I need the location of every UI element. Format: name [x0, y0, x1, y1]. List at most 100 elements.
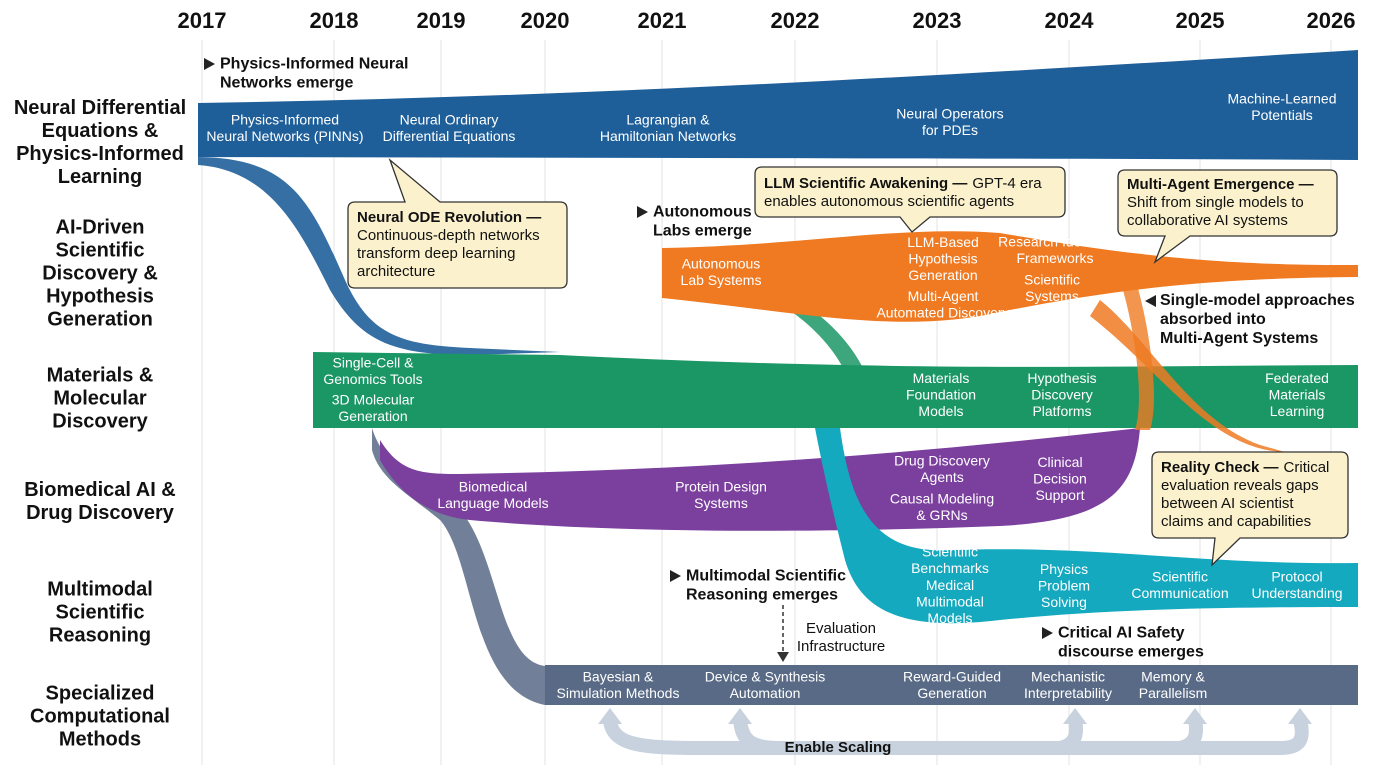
stream-label: Clinical	[1037, 454, 1082, 470]
stream-materials	[313, 352, 1358, 428]
stream-label: & GRNs	[916, 507, 967, 523]
stream-label: Agents	[920, 469, 964, 485]
evaluation-arrowhead	[777, 652, 789, 662]
stream-discovery-up	[1115, 262, 1154, 430]
callout-line: transform deep learning	[357, 245, 515, 262]
milestone-markers	[204, 58, 1156, 639]
lane-label: Physics-Informed	[16, 143, 184, 165]
stream-label: Research Ideation	[998, 233, 1112, 249]
stream-label: Automated Discovery	[876, 305, 1009, 321]
lane-label: Generation	[47, 308, 153, 330]
stream-label: 3D Molecular	[332, 391, 415, 407]
lane-label: Scientific	[56, 601, 145, 623]
stream-label: Learning	[1270, 403, 1325, 419]
stream-label: for PDEs	[922, 122, 978, 138]
stream-label: Protein Design	[675, 478, 767, 494]
callout-text: LLM Scientific Awakening — GPT-4 era	[764, 175, 1042, 192]
callout-line: GPT-4 era	[972, 175, 1042, 192]
stream-label: Physics	[1040, 561, 1088, 577]
milestone-label: Single-model approaches	[1160, 292, 1355, 309]
milestone-label: absorbed into	[1160, 311, 1266, 328]
stream-label: Device & Synthesis	[705, 668, 826, 684]
stream-label: Bayesian &	[583, 668, 654, 684]
scaling-label: Enable Scaling	[785, 739, 892, 756]
lane-label: Discovery &	[42, 262, 158, 284]
lane-label: Specialized	[46, 682, 155, 704]
lane-label: Drug Discovery	[26, 502, 175, 524]
stream-label: Generation	[338, 408, 407, 424]
year-label: 2023	[913, 8, 962, 33]
stream-label: Medical	[926, 577, 974, 593]
evaluation-label: Infrastructure	[797, 638, 885, 655]
lane-label: Hypothesis	[46, 285, 154, 307]
stream-label: Potentials	[1251, 107, 1312, 123]
stream-label: Neural Networks (PINNs)	[206, 128, 363, 144]
year-label: 2019	[417, 8, 466, 33]
stream-label: Drug Discovery	[894, 452, 990, 468]
callout-title: LLM Scientific Awakening —	[764, 175, 967, 192]
callout-line: architecture	[357, 263, 435, 280]
milestone-label: Multi-Agent Systems	[1160, 330, 1318, 347]
stream-discovery-flow	[1090, 300, 1285, 452]
year-label: 2022	[771, 8, 820, 33]
callout-line: enables autonomous scientific agents	[764, 193, 1014, 210]
stream-label: Evaluation	[910, 321, 975, 337]
callout-line: Continuous-depth networks	[357, 227, 540, 244]
lane-label: Methods	[59, 728, 141, 750]
callout-title: Reality Check —	[1161, 459, 1279, 476]
stream-label: Models	[918, 403, 963, 419]
stream-label: Lagrangian &	[626, 111, 710, 127]
stream-label: Generation	[917, 685, 986, 701]
stream-specialized	[545, 665, 1358, 705]
stream-label: Reward-Guided	[903, 668, 1001, 684]
stream-neural-de-tail	[198, 157, 560, 355]
stream-label: Scientific	[1152, 568, 1208, 584]
milestone-label: Autonomous	[653, 204, 752, 221]
milestone-label: Labs emerge	[653, 223, 752, 240]
milestone-label: discourse emerges	[1058, 644, 1204, 661]
callout-text: Multi-Agent Emergence —	[1127, 176, 1314, 193]
scaling-arrowheads	[598, 708, 1312, 724]
stream-discovery	[662, 231, 1358, 322]
lane-label: Discovery	[52, 410, 148, 432]
milestone-label: Multimodal Scientific	[686, 568, 846, 585]
stream-label: Differential Equations	[383, 128, 516, 144]
stream-label: Generation	[908, 267, 977, 283]
milestone-label: Reasoning emerges	[686, 587, 838, 604]
lane-label: Scientific	[56, 239, 145, 261]
lane-label: Biomedical AI &	[24, 479, 176, 501]
callout-text: Reality Check — Critical	[1161, 459, 1329, 476]
lane-label: AI-Driven	[56, 216, 145, 238]
stream-label: Materials	[1269, 387, 1326, 403]
stream-multimodal	[815, 428, 1358, 624]
stream-label: Hamiltonian Networks	[600, 128, 736, 144]
stream-label: Solving	[1041, 594, 1087, 610]
year-label: 2024	[1045, 8, 1095, 33]
stream-label: Causal Modeling	[890, 490, 994, 506]
stream-label: Understanding	[1251, 585, 1342, 601]
callout-title: Neural ODE Revolution —	[357, 209, 541, 226]
stream-label: Genomics Tools	[323, 371, 422, 387]
stream-label: Simulation Methods	[557, 685, 680, 701]
stream-label: Autonomous	[682, 255, 761, 271]
stream-neural-de	[198, 50, 1358, 160]
year-label: 2018	[310, 8, 359, 33]
stream-label: Language Models	[437, 495, 548, 511]
stream-label: Systems	[1025, 288, 1079, 304]
lane-label: Reasoning	[49, 624, 151, 646]
evaluation-label: Evaluation	[806, 620, 876, 637]
stream-label: Materials	[913, 370, 970, 386]
stream-label: Multi-Agent	[908, 288, 979, 304]
stream-label: Benchmarks	[911, 560, 989, 576]
stream-label: Hypothesis	[908, 251, 977, 267]
callout-boxes	[347, 157, 1349, 567]
stream-label: Scientific	[922, 543, 978, 559]
year-label: 2020	[521, 8, 570, 33]
stream-label: Single-Cell &	[333, 354, 415, 370]
stream-label: Mechanistic	[1031, 668, 1105, 684]
stream-label: Communication	[1131, 585, 1228, 601]
callout-title: Multi-Agent Emergence —	[1127, 176, 1314, 193]
callout-line: collaborative AI systems	[1127, 212, 1288, 229]
stream-label: Decision	[1033, 471, 1087, 487]
